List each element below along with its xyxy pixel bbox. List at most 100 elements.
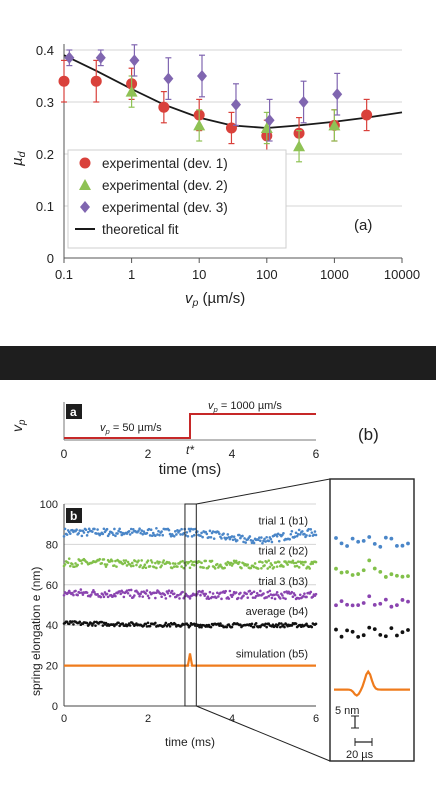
trace-point <box>104 621 108 625</box>
panel-label-a-small: a <box>70 405 77 419</box>
trace-point <box>91 624 94 627</box>
trace-point <box>286 563 289 566</box>
trace-point <box>284 597 287 601</box>
zoom-trace-point <box>334 536 338 540</box>
legend-swatch <box>79 179 91 190</box>
trace-point <box>163 593 167 597</box>
trace-point <box>168 562 172 565</box>
trace-point <box>296 560 300 563</box>
series-label: trial 2 (b2) <box>258 546 308 558</box>
trace-point <box>259 560 262 563</box>
trace-point <box>141 532 145 536</box>
separator-band <box>0 346 436 380</box>
series-2 <box>62 557 318 570</box>
y-tick-label: 100 <box>40 499 58 511</box>
trace-point <box>262 592 265 595</box>
trace-point <box>301 560 304 564</box>
trace-point <box>225 625 229 629</box>
trace-point <box>115 565 118 568</box>
trace-point <box>101 593 105 596</box>
trace-point <box>74 562 77 565</box>
legend-label: experimental (dev. 3) <box>102 200 228 215</box>
trace-point <box>134 559 137 563</box>
trace-point <box>218 624 221 627</box>
trace-point <box>139 564 142 567</box>
panel-label-b: b <box>70 509 77 523</box>
trace-point <box>120 533 124 537</box>
inset-x-tick-label: 2 <box>145 447 152 461</box>
trace-point <box>154 621 157 625</box>
trace-point <box>209 625 213 629</box>
trace-point <box>310 531 314 534</box>
trace-point <box>230 535 234 538</box>
trace-point <box>156 533 159 536</box>
zoom-trace-point <box>372 603 377 607</box>
trace-point <box>112 533 115 537</box>
trace-point <box>210 595 214 599</box>
trace-point <box>158 560 161 564</box>
trace-point <box>255 592 259 595</box>
series-4 <box>62 620 318 629</box>
trace-point <box>71 562 74 566</box>
trace-point <box>229 561 233 565</box>
trace-point <box>80 591 84 594</box>
trace-point <box>158 533 161 537</box>
trace-point <box>207 597 211 601</box>
trace-point <box>172 592 176 595</box>
trace-point <box>264 622 267 626</box>
trace-point <box>230 625 234 629</box>
trace-point <box>251 596 255 599</box>
trace-point <box>86 530 90 534</box>
trace-point <box>123 561 127 565</box>
trace-point <box>95 532 98 535</box>
zoom-trace-point <box>356 634 361 639</box>
trace-point <box>238 560 241 564</box>
trace-point <box>238 533 241 537</box>
trace-point <box>293 593 297 597</box>
trace-point <box>189 559 193 563</box>
trace-point <box>219 563 222 567</box>
trace-point <box>251 539 255 543</box>
trace-point <box>114 559 117 563</box>
trace-point <box>227 623 231 626</box>
trace-point <box>250 622 254 626</box>
trace-point <box>256 538 260 542</box>
trace-point <box>283 590 286 594</box>
trace-point <box>204 592 208 596</box>
zoom-trace-point <box>395 573 399 578</box>
trace-point <box>260 536 263 539</box>
trace-point <box>144 592 148 595</box>
trace-point <box>259 539 262 543</box>
series-label: trial 1 (b1) <box>258 515 308 527</box>
trace-point <box>171 562 175 565</box>
zoom-trace-point <box>406 541 410 546</box>
y-tick-label: 0 <box>47 251 54 266</box>
trace-point <box>133 594 136 597</box>
y-tick-label: 0.4 <box>36 43 54 58</box>
trace-point <box>276 532 280 536</box>
trace-point <box>105 527 109 531</box>
trace-point <box>172 565 176 568</box>
trace-point <box>94 624 97 627</box>
zoom-trace-point <box>406 574 410 579</box>
trace-point <box>273 597 277 601</box>
trace-point <box>303 532 306 536</box>
trace-point <box>310 625 314 629</box>
y-tick-label: 20 <box>46 661 58 673</box>
trace-point <box>175 533 178 536</box>
trace-point <box>309 528 313 531</box>
trace-point <box>244 541 247 544</box>
zoom-trace-point <box>334 627 338 632</box>
trace-point <box>114 534 117 538</box>
series-1 <box>62 526 318 545</box>
y-tick-label: 40 <box>46 620 58 632</box>
trace-point <box>140 529 143 532</box>
trace-point <box>309 562 313 566</box>
trace-point <box>170 589 174 593</box>
trace-point <box>180 565 183 568</box>
trace-point <box>116 532 119 535</box>
trace-point <box>182 531 185 535</box>
legend-box <box>67 149 287 249</box>
trace-point <box>200 531 203 535</box>
zoom-trace-point <box>356 572 361 576</box>
